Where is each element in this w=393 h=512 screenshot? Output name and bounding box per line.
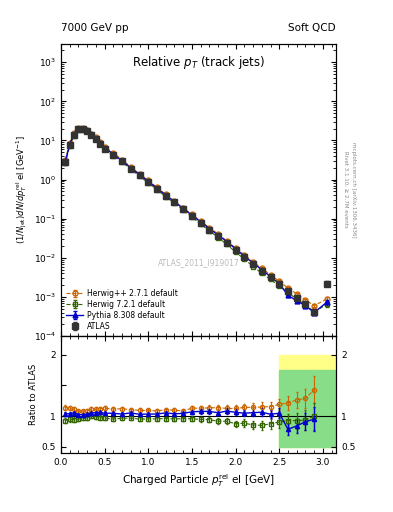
- Text: Relative $p_T$ (track jets): Relative $p_T$ (track jets): [132, 54, 265, 71]
- Y-axis label: $(1/N_{\rm jet})dN/dp^{\rm rel}_T$ el [GeV$^{-1}$]: $(1/N_{\rm jet})dN/dp^{\rm rel}_T$ el [G…: [15, 135, 29, 244]
- X-axis label: Charged Particle $p^{\rm rel}_T$ el [GeV]: Charged Particle $p^{\rm rel}_T$ el [GeV…: [122, 473, 275, 489]
- Text: mcplots.cern.ch [arXiv:1306.3436]: mcplots.cern.ch [arXiv:1306.3436]: [351, 142, 356, 237]
- Text: Rivet 3.1.10, ≥ 2.7M events: Rivet 3.1.10, ≥ 2.7M events: [343, 151, 348, 228]
- Y-axis label: Ratio to ATLAS: Ratio to ATLAS: [29, 364, 37, 425]
- Bar: [279, 370, 336, 447]
- Text: ATLAS_2011_I919017: ATLAS_2011_I919017: [158, 259, 239, 267]
- Bar: [279, 355, 336, 447]
- Text: 7000 GeV pp: 7000 GeV pp: [61, 23, 129, 33]
- Text: Soft QCD: Soft QCD: [288, 23, 336, 33]
- Legend: Herwig++ 2.7.1 default, Herwig 7.2.1 default, Pythia 8.308 default, ATLAS: Herwig++ 2.7.1 default, Herwig 7.2.1 def…: [65, 287, 179, 332]
